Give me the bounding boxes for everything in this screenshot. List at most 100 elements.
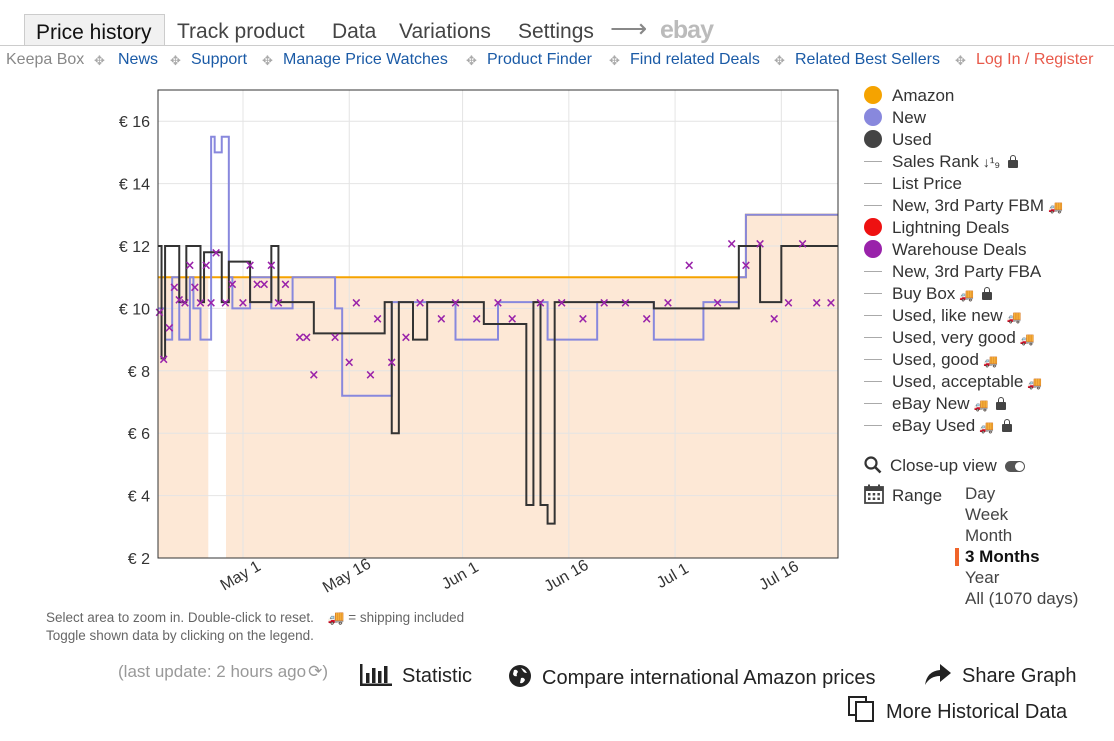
legend-label: Buy Box bbox=[892, 284, 956, 303]
warehouse-deal-point: × bbox=[450, 296, 461, 311]
lock-icon bbox=[996, 397, 1007, 410]
legend-item-used-very-good[interactable]: Used, very good 🚚 bbox=[864, 328, 1035, 350]
legend-item-buy-box[interactable]: Buy Box 🚚 bbox=[864, 284, 993, 306]
share-graph-button[interactable]: Share Graph bbox=[924, 664, 1077, 688]
legend-label: Amazon bbox=[892, 86, 955, 105]
toggle-switch[interactable] bbox=[1004, 461, 1025, 472]
tab-divider bbox=[0, 45, 1114, 46]
series-line-used bbox=[158, 245, 838, 525]
legend-item-amazon[interactable]: Amazon bbox=[864, 86, 954, 108]
lock-icon bbox=[982, 287, 993, 300]
related-best-sellers-link[interactable]: Related Best Sellers bbox=[795, 51, 940, 68]
warehouse-deal-point: × bbox=[578, 312, 589, 327]
legend-label: eBay Used bbox=[892, 416, 976, 435]
price-history-chart[interactable]: ×××××××××××××××××××××××××××××××××××××× ××… bbox=[100, 84, 850, 604]
range-option-week[interactable]: Week bbox=[965, 505, 1009, 524]
legend-dot-icon bbox=[864, 86, 882, 104]
range-option-month[interactable]: Month bbox=[965, 526, 1013, 545]
shipping-hint-text: = shipping included bbox=[348, 610, 465, 625]
warehouse-deal-point: × bbox=[164, 321, 175, 336]
login-register-link[interactable]: Log In / Register bbox=[976, 51, 1094, 68]
legend-item-ebay-new[interactable]: eBay New 🚚 bbox=[864, 394, 1007, 416]
tab-settings[interactable]: Settings bbox=[518, 20, 594, 43]
more-history-label: More Historical Data bbox=[886, 701, 1068, 723]
warehouse-deal-point: × bbox=[436, 312, 447, 327]
legend-item-used-like-new[interactable]: Used, like new 🚚 bbox=[864, 306, 1022, 328]
legend-item-new-3rd-party-fba[interactable]: New, 3rd Party FBA bbox=[864, 262, 1041, 284]
legend-item-used[interactable]: Used bbox=[864, 130, 932, 152]
more-historical-data-button[interactable]: More Historical Data bbox=[848, 696, 1067, 724]
range-label: Range bbox=[892, 486, 943, 505]
warehouse-deal-point: × bbox=[755, 237, 766, 252]
range-option-day[interactable]: Day bbox=[965, 484, 996, 503]
legend-label: Used, good bbox=[892, 350, 979, 369]
legend-dot-icon bbox=[864, 218, 882, 236]
warehouse-deal-point: × bbox=[227, 277, 238, 292]
separator-icon: ✥ bbox=[955, 53, 966, 68]
legend-label: Used bbox=[892, 130, 932, 149]
warehouse-deal-point: × bbox=[351, 296, 362, 311]
zoom-hint: Select area to zoom in. Double-click to … bbox=[46, 610, 464, 626]
legend-item-list-price[interactable]: List Price bbox=[864, 174, 962, 196]
statistic-button[interactable]: Statistic bbox=[360, 664, 472, 688]
y-tick-label: € 8 bbox=[128, 364, 150, 381]
truck-icon: 🚚 bbox=[327, 610, 345, 625]
legend-label: Used, very good bbox=[892, 328, 1016, 347]
tab-data[interactable]: Data bbox=[332, 20, 377, 43]
news-link[interactable]: News bbox=[118, 51, 159, 68]
truck-icon: 🚚 bbox=[1027, 376, 1043, 390]
separator-icon: ✥ bbox=[774, 53, 785, 68]
warehouse-deal-point: × bbox=[308, 368, 319, 383]
share-icon bbox=[925, 664, 951, 685]
separator-icon: ✥ bbox=[609, 53, 620, 68]
range-option-all-1070-days[interactable]: All (1070 days) bbox=[965, 589, 1079, 608]
legend-item-new-3rd-party-fbm[interactable]: New, 3rd Party FBM 🚚 bbox=[864, 196, 1063, 218]
x-tick-label: May 16 bbox=[320, 556, 374, 597]
y-tick-label: € 14 bbox=[119, 177, 150, 194]
legend-line-icon bbox=[864, 205, 882, 206]
keepa-box-link[interactable]: Keepa Box bbox=[6, 51, 85, 68]
range-option-3-months[interactable]: 3 Months bbox=[955, 547, 1040, 566]
product-finder-link[interactable]: Product Finder bbox=[487, 51, 592, 68]
legend-item-used-acceptable[interactable]: Used, acceptable 🚚 bbox=[864, 372, 1042, 394]
closeup-label: Close-up view bbox=[890, 456, 997, 475]
legend-line-icon bbox=[864, 425, 882, 426]
legend-item-lightning-deals[interactable]: Lightning Deals bbox=[864, 218, 1009, 240]
bar-chart-icon bbox=[360, 664, 392, 686]
warehouse-deal-point: × bbox=[174, 293, 185, 308]
range-option-year[interactable]: Year bbox=[965, 568, 1000, 587]
legend-line-icon bbox=[864, 359, 882, 360]
x-tick-label: Jun 1 bbox=[439, 559, 481, 593]
ebay-logo[interactable]: ebay bbox=[660, 16, 714, 44]
data-gap bbox=[208, 90, 226, 558]
legend-item-ebay-used[interactable]: eBay Used 🚚 bbox=[864, 416, 1013, 438]
warehouse-deal-point: × bbox=[811, 296, 822, 311]
find-related-deals-link[interactable]: Find related Deals bbox=[630, 51, 760, 68]
legend-line-icon bbox=[864, 315, 882, 316]
compare-international-button[interactable]: Compare international Amazon prices bbox=[508, 664, 876, 690]
legend-item-sales-rank[interactable]: Sales Rank ↓¹₉ bbox=[864, 152, 1019, 174]
truck-icon: 🚚 bbox=[1006, 310, 1022, 324]
legend-item-warehouse-deals[interactable]: Warehouse Deals bbox=[864, 240, 1027, 262]
refresh-icon[interactable]: ⟳ bbox=[308, 662, 323, 681]
warehouse-deal-point: × bbox=[273, 296, 284, 311]
tab-track-product[interactable]: Track product bbox=[177, 20, 305, 43]
tab-price-history[interactable]: Price history bbox=[24, 14, 165, 46]
tab-variations[interactable]: Variations bbox=[399, 20, 491, 43]
warehouse-deal-point: × bbox=[620, 296, 631, 311]
warehouse-deal-point: × bbox=[169, 281, 180, 296]
legend-item-new[interactable]: New bbox=[864, 108, 926, 130]
truck-icon: 🚚 bbox=[973, 398, 989, 412]
legend-item-used-good[interactable]: Used, good 🚚 bbox=[864, 350, 998, 372]
warehouse-deal-point: × bbox=[783, 296, 794, 311]
lock-icon bbox=[1008, 155, 1019, 168]
last-update: (last update: 2 hours ago ⟳) bbox=[118, 662, 328, 681]
legend-label: Used, acceptable bbox=[892, 372, 1024, 391]
legend-dot-icon bbox=[864, 108, 882, 126]
support-link[interactable]: Support bbox=[191, 51, 248, 68]
y-tick-label: € 4 bbox=[128, 489, 150, 506]
legend-line-icon bbox=[864, 403, 882, 404]
closeup-toggle[interactable]: Close-up view bbox=[864, 456, 1025, 476]
manage-price-watches-link[interactable]: Manage Price Watches bbox=[283, 51, 448, 68]
search-icon bbox=[864, 456, 882, 474]
